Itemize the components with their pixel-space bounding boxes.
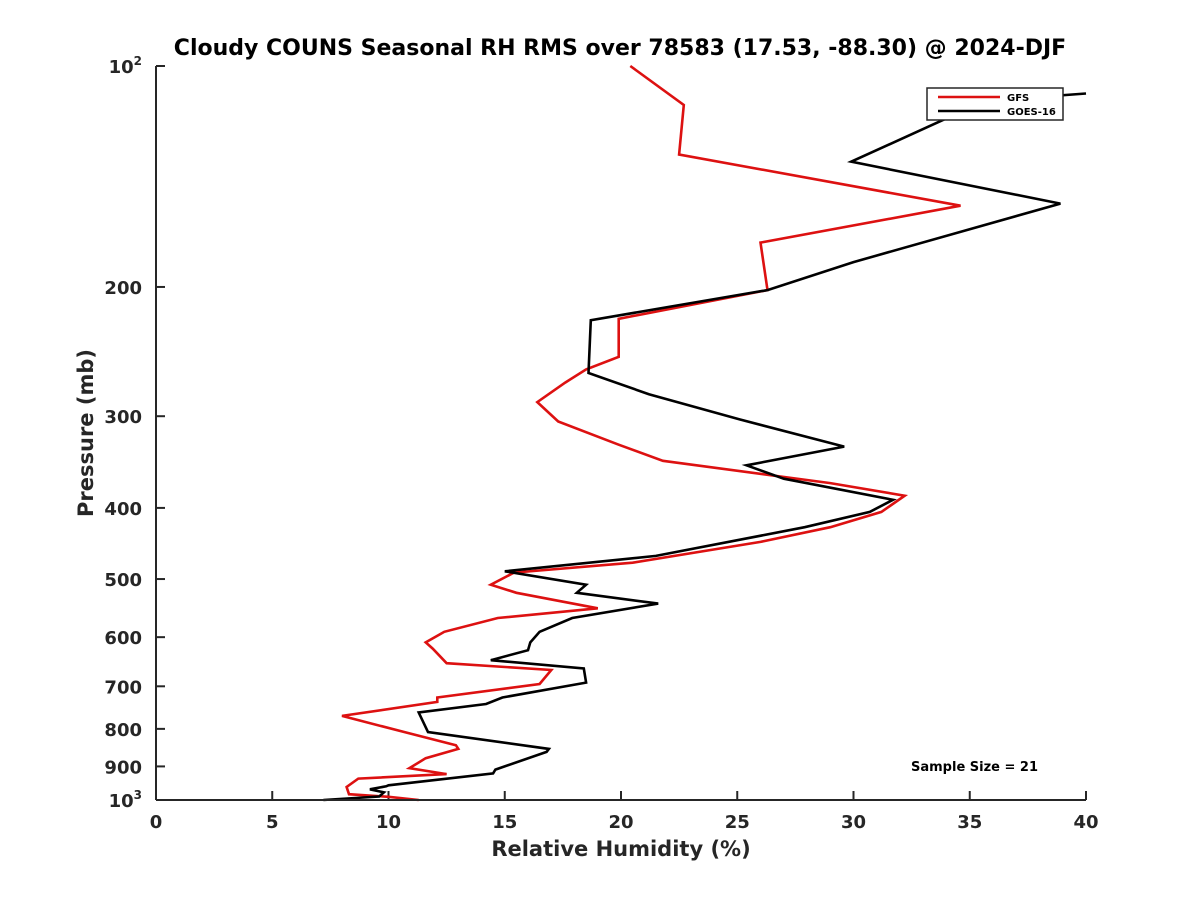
legend: GFS GOES-16 bbox=[926, 87, 1064, 121]
series-line-goes-16 bbox=[323, 92, 1087, 802]
x-tick-label: 25 bbox=[725, 812, 750, 833]
y-tick-label: 103 bbox=[109, 788, 142, 812]
y-tick-label: 900 bbox=[104, 757, 142, 778]
plot-area bbox=[323, 64, 1087, 802]
legend-box bbox=[926, 87, 1064, 121]
x-tick-label: 10 bbox=[376, 812, 401, 833]
y-tick-label: 102 bbox=[109, 54, 142, 78]
x-tick-label: 15 bbox=[492, 812, 517, 833]
sample-size-annotation: Sample Size = 21 bbox=[911, 760, 1038, 775]
x-tick-label: 35 bbox=[957, 812, 982, 833]
x-tick-label: 20 bbox=[608, 812, 633, 833]
y-tick-exponent: 3 bbox=[134, 788, 142, 802]
y-tick-label: 400 bbox=[104, 499, 142, 520]
x-tick-label: 40 bbox=[1073, 812, 1098, 833]
y-tick-label: 300 bbox=[104, 407, 142, 428]
plot-frame bbox=[156, 66, 1086, 800]
series-line-gfs bbox=[341, 64, 961, 802]
y-tick-label: 700 bbox=[104, 677, 142, 698]
y-tick-base: 10 bbox=[109, 791, 134, 812]
chart-title: Cloudy COUNS Seasonal RH RMS over 78583 … bbox=[174, 36, 1066, 61]
x-axis-label: Relative Humidity (%) bbox=[491, 837, 750, 861]
legend-label-gfs: GFS bbox=[1007, 93, 1029, 104]
legend-label-goes16: GOES-16 bbox=[1007, 107, 1056, 118]
y-tick-exponent: 2 bbox=[134, 54, 142, 68]
y-tick-label: 800 bbox=[104, 720, 142, 741]
x-tick-label: 30 bbox=[841, 812, 866, 833]
y-tick-label: 600 bbox=[104, 628, 142, 649]
y-tick-base: 10 bbox=[109, 57, 134, 78]
y-tick-label: 500 bbox=[104, 570, 142, 591]
y-axis-label: Pressure (mb) bbox=[74, 349, 98, 517]
ticks-layer: 0 5 10 15 20 25 30 35 40102200300400500600700800… bbox=[104, 54, 1098, 833]
x-tick-label: 0 bbox=[150, 812, 163, 833]
x-tick-label: 5 bbox=[266, 812, 279, 833]
y-tick-label: 200 bbox=[104, 278, 142, 299]
